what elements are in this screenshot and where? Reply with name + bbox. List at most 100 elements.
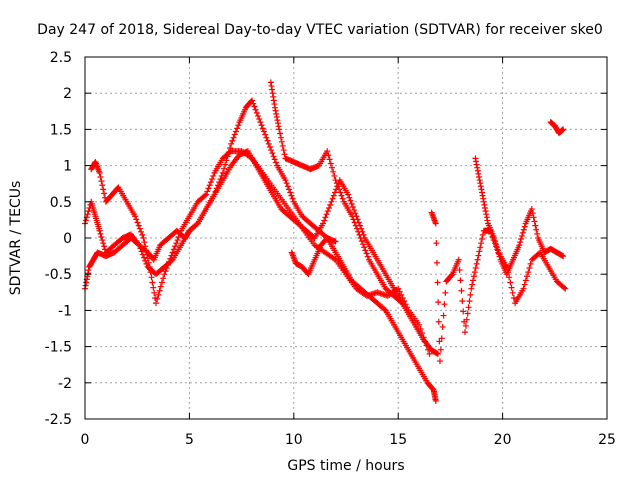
- data-point: [272, 159, 279, 166]
- data-point: [252, 106, 259, 113]
- data-point: [462, 329, 469, 336]
- data-point: [460, 308, 467, 315]
- data-point: [346, 194, 353, 201]
- data-point: [320, 220, 327, 227]
- y-tick-label: -1.5: [45, 340, 72, 356]
- data-point: [255, 112, 262, 119]
- data-point: [151, 289, 158, 296]
- data-point: [326, 156, 333, 163]
- data-point: [404, 304, 411, 311]
- data-point: [256, 116, 263, 123]
- data-point: [287, 189, 294, 196]
- data-point: [101, 190, 108, 197]
- data-point: [331, 172, 338, 179]
- data-point: [477, 244, 484, 251]
- x-ticks: 0 5 10 15 20 25: [81, 57, 616, 448]
- data-point: [463, 316, 470, 323]
- data-point: [279, 142, 286, 149]
- data-point: [173, 240, 180, 247]
- data-point: [440, 312, 447, 319]
- data-point: [354, 225, 361, 232]
- data-point: [157, 283, 164, 290]
- data-point: [154, 296, 161, 303]
- data-point: [145, 259, 152, 266]
- data-point: [193, 221, 200, 228]
- data-point: [336, 186, 343, 193]
- data-point: [235, 122, 242, 129]
- data-point: [402, 301, 409, 308]
- data-point: [520, 285, 527, 292]
- data-point: [398, 299, 405, 306]
- data-point: [478, 240, 485, 247]
- data-point: [221, 165, 228, 172]
- data-point: [395, 285, 402, 292]
- data-point: [423, 342, 430, 349]
- data-point: [251, 103, 258, 110]
- data-point: [268, 147, 275, 154]
- data-point: [361, 244, 368, 251]
- data-point: [97, 173, 104, 180]
- data-point: [398, 291, 405, 298]
- data-point: [280, 147, 287, 154]
- data-point: [399, 294, 406, 301]
- data-point: [524, 273, 531, 280]
- data-point: [134, 219, 141, 226]
- data-point: [263, 134, 270, 141]
- data-point: [333, 180, 340, 187]
- data-point: [203, 191, 210, 198]
- data-point: [455, 256, 462, 263]
- x-tick-label: 15: [389, 432, 407, 448]
- data-point: [207, 179, 214, 186]
- data-point: [364, 253, 371, 260]
- data-point: [470, 273, 477, 280]
- data-point: [337, 189, 344, 196]
- data-point: [518, 236, 525, 243]
- data-point: [136, 242, 143, 249]
- data-point: [442, 289, 449, 296]
- data-point: [324, 208, 331, 215]
- data-point: [142, 243, 149, 250]
- data-point: [175, 233, 182, 240]
- data-point: [162, 268, 169, 275]
- data-point: [351, 207, 358, 214]
- data-point: [474, 256, 481, 263]
- data-point: [286, 186, 293, 193]
- y-tick-label: 2: [63, 86, 72, 102]
- data-point: [516, 242, 523, 249]
- data-point: [417, 326, 424, 333]
- data-point: [416, 321, 423, 328]
- data-point: [339, 195, 346, 202]
- x-tick-label: 20: [494, 432, 512, 448]
- y-tick-label: 0: [63, 231, 72, 247]
- data-point: [507, 279, 514, 286]
- data-point: [96, 227, 103, 234]
- data-point: [456, 267, 463, 274]
- data-point: [161, 271, 168, 278]
- data-point: [97, 230, 104, 237]
- data-point: [347, 197, 354, 204]
- data-point: [437, 346, 444, 353]
- y-tick-label: 0.5: [50, 195, 72, 211]
- x-tick-label: 0: [81, 432, 90, 448]
- data-point: [265, 140, 272, 147]
- data-point: [521, 281, 528, 288]
- data-point: [163, 264, 170, 271]
- data-point: [562, 285, 569, 292]
- data-point: [479, 236, 486, 243]
- data-point: [168, 252, 175, 259]
- data-point: [253, 109, 260, 116]
- data-point: [459, 298, 466, 305]
- data-point: [324, 148, 331, 155]
- data-point: [282, 177, 289, 184]
- data-point: [465, 304, 472, 311]
- series-track-C: [88, 148, 433, 357]
- data-point: [356, 231, 363, 238]
- data-point: [327, 201, 334, 208]
- data-point: [506, 274, 513, 281]
- data-point: [276, 126, 283, 133]
- data-point: [560, 126, 567, 133]
- data-point: [448, 272, 455, 279]
- data-point: [358, 238, 365, 245]
- data-point: [381, 306, 388, 313]
